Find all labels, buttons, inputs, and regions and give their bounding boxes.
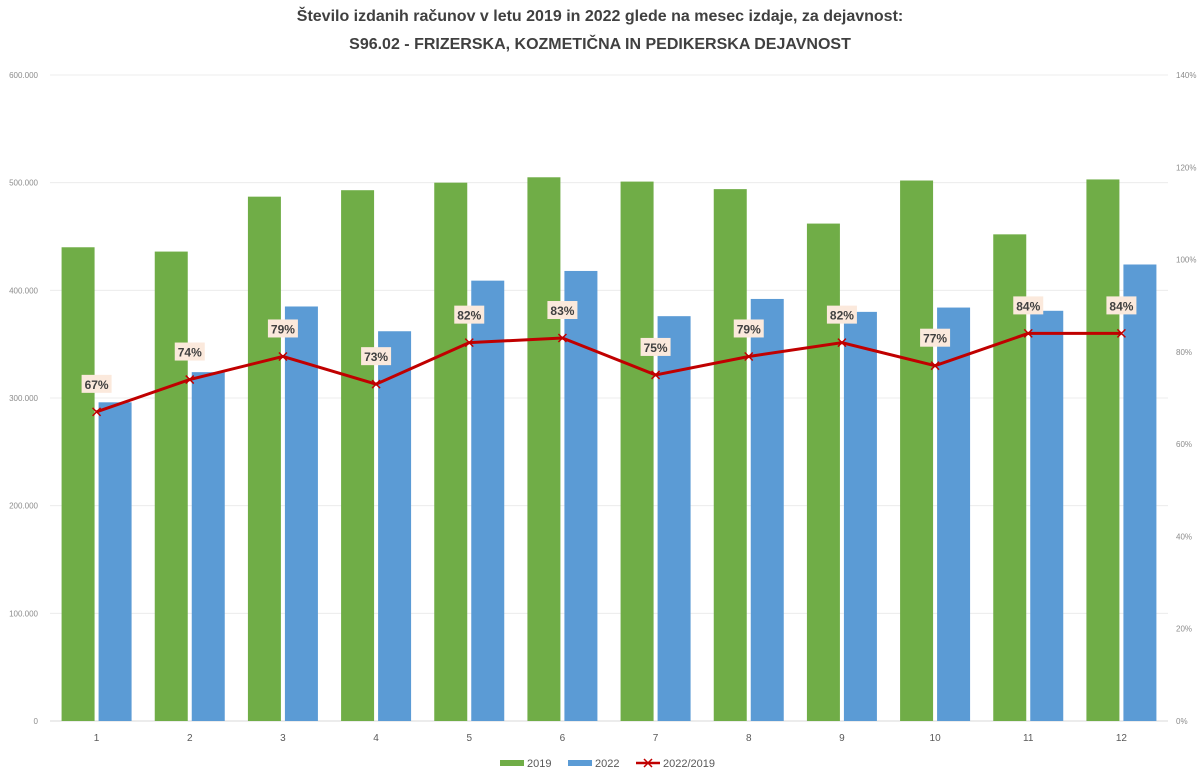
bar-2019 bbox=[620, 181, 654, 722]
x-tick-label: 12 bbox=[1116, 733, 1128, 744]
bar-2022 bbox=[284, 306, 318, 721]
legend-label: 2022/2019 bbox=[663, 758, 715, 770]
data-label-bg bbox=[361, 347, 392, 366]
ratio-marker bbox=[651, 370, 661, 380]
x-tick-label: 9 bbox=[839, 733, 845, 744]
data-label-bg bbox=[920, 328, 951, 347]
x-tick-label: 11 bbox=[1023, 733, 1034, 744]
data-label-bg bbox=[547, 301, 578, 320]
x-tick-label: 5 bbox=[466, 733, 472, 744]
bar-2022 bbox=[937, 307, 971, 721]
bar-2022 bbox=[191, 372, 225, 721]
data-label: 79% bbox=[737, 322, 761, 336]
y2-tick-label: 120% bbox=[1176, 163, 1196, 172]
data-label: 83% bbox=[550, 304, 574, 318]
x-tick-label: 6 bbox=[560, 733, 566, 744]
ratio-marker bbox=[744, 351, 754, 362]
bar-2022 bbox=[657, 316, 691, 721]
bar-2022 bbox=[750, 298, 784, 721]
chart-subtitle: S96.02 - FRIZERSKA, KOZMETIČNA IN PEDIKE… bbox=[349, 36, 851, 53]
bar-2019 bbox=[61, 247, 95, 721]
data-label-bg bbox=[267, 319, 298, 338]
data-label: 74% bbox=[178, 346, 202, 360]
data-label: 79% bbox=[271, 322, 295, 336]
bar-2019 bbox=[1086, 179, 1120, 722]
data-label-bg bbox=[81, 374, 112, 393]
y-tick-label: 600.000 bbox=[9, 71, 38, 80]
x-tick-label: 1 bbox=[94, 733, 100, 744]
data-label-bg bbox=[1013, 296, 1044, 315]
y2-tick-label: 80% bbox=[1176, 348, 1192, 357]
ratio-marker bbox=[464, 338, 474, 348]
y2-tick-label: 140% bbox=[1176, 71, 1196, 80]
legend-swatch-2022 bbox=[568, 760, 592, 766]
chart-title: Število izdanih računov v letu 2019 in 2… bbox=[296, 8, 904, 25]
data-label: 84% bbox=[1016, 299, 1040, 313]
bar-2019 bbox=[434, 182, 468, 721]
y2-tick-label: 100% bbox=[1176, 256, 1196, 265]
ratio-marker bbox=[278, 351, 288, 362]
bar-2022 bbox=[843, 311, 877, 721]
data-label-bg bbox=[733, 319, 764, 338]
data-label: 77% bbox=[923, 332, 947, 346]
data-label: 82% bbox=[830, 309, 854, 323]
bar-2019 bbox=[806, 223, 840, 721]
bar-2022 bbox=[471, 280, 505, 721]
data-label: 75% bbox=[644, 341, 668, 355]
bar-2019 bbox=[247, 196, 281, 721]
ratio-marker bbox=[837, 338, 847, 348]
x-tick-label: 3 bbox=[280, 733, 286, 744]
bar-2022 bbox=[564, 270, 598, 721]
x-tick-label: 10 bbox=[930, 733, 942, 744]
ratio-line bbox=[96, 331, 1122, 414]
ratio-marker bbox=[1116, 328, 1126, 338]
data-label-bg bbox=[174, 342, 205, 361]
y-tick-label: 300.000 bbox=[9, 394, 38, 403]
ratio-marker bbox=[557, 333, 567, 343]
y2-tick-label: 60% bbox=[1176, 440, 1192, 449]
y-tick-label: 500.000 bbox=[9, 179, 38, 188]
data-label: 67% bbox=[85, 378, 109, 392]
legend-label: 2019 bbox=[527, 758, 551, 770]
y-tick-label: 0 bbox=[34, 717, 39, 726]
y2-tick-label: 0% bbox=[1176, 717, 1188, 726]
data-label-bg bbox=[454, 305, 485, 324]
y-tick-label: 200.000 bbox=[9, 502, 38, 511]
bar-2019 bbox=[341, 190, 375, 721]
data-label-bg bbox=[826, 305, 857, 324]
bar-2019 bbox=[993, 234, 1027, 721]
bar-2022 bbox=[98, 402, 132, 721]
bar-2019 bbox=[713, 189, 747, 722]
y-tick-label: 400.000 bbox=[9, 286, 38, 295]
ratio-marker bbox=[1023, 328, 1033, 338]
legend-swatch-2019 bbox=[500, 760, 524, 766]
bar-2022 bbox=[378, 331, 412, 721]
y2-tick-label: 20% bbox=[1176, 625, 1192, 634]
bar-2019 bbox=[900, 180, 934, 722]
ratio-marker bbox=[92, 407, 102, 417]
x-tick-label: 8 bbox=[746, 733, 752, 744]
data-label: 73% bbox=[364, 350, 388, 364]
data-label: 82% bbox=[457, 309, 481, 323]
bar-2022 bbox=[1030, 310, 1064, 721]
data-label: 84% bbox=[1109, 299, 1133, 313]
data-label-bg bbox=[640, 337, 671, 356]
y2-tick-label: 40% bbox=[1176, 532, 1192, 541]
x-tick-label: 4 bbox=[373, 733, 379, 744]
ratio-marker bbox=[371, 379, 381, 389]
ratio-marker bbox=[185, 375, 195, 385]
bar-2022 bbox=[1123, 264, 1157, 721]
y-tick-label: 100.000 bbox=[9, 609, 38, 618]
x-tick-label: 2 bbox=[187, 733, 193, 744]
ratio-marker bbox=[930, 361, 940, 371]
legend-label: 2022 bbox=[595, 758, 619, 770]
bar-2019 bbox=[527, 177, 561, 722]
bar-2019 bbox=[154, 251, 188, 721]
legend-marker bbox=[643, 758, 653, 768]
data-label-bg bbox=[1106, 296, 1137, 315]
x-tick-label: 7 bbox=[653, 733, 659, 744]
